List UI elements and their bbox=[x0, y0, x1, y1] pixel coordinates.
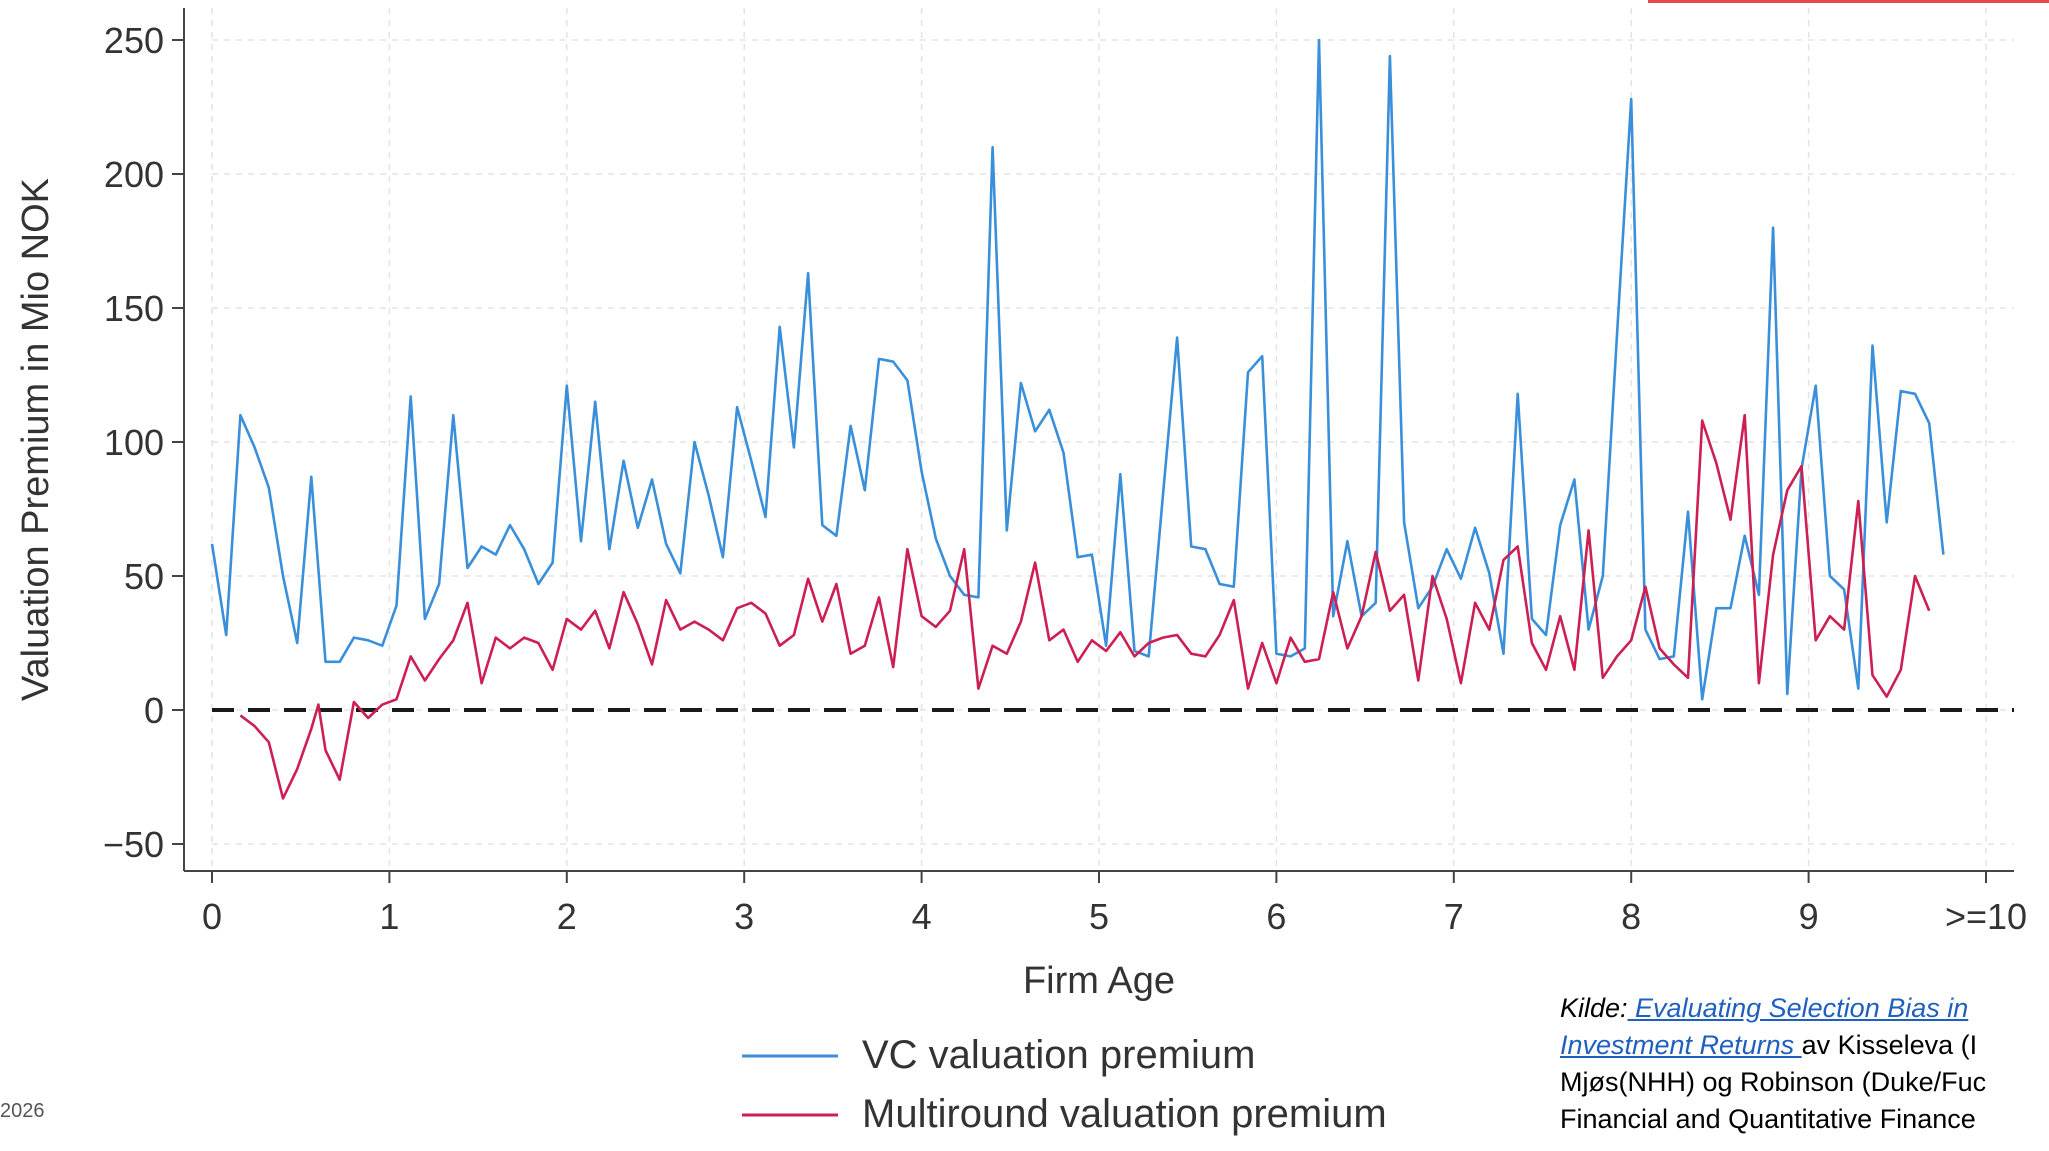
x-tick-label: 3 bbox=[734, 896, 754, 937]
x-tick-label: 9 bbox=[1799, 896, 1819, 937]
x-axis-title: Firm Age bbox=[1023, 960, 1175, 1002]
legend-label: Multiround valuation premium bbox=[862, 1092, 1387, 1136]
y-tick-label: 200 bbox=[104, 154, 164, 195]
y-tick-label: 0 bbox=[144, 690, 164, 731]
y-axis-title: Valuation Premium in Mio NOK bbox=[15, 178, 57, 701]
y-tick-label: 150 bbox=[104, 288, 164, 329]
x-tick-label: 0 bbox=[202, 896, 222, 937]
x-tick-label: 8 bbox=[1621, 896, 1641, 937]
y-tick-label: 100 bbox=[104, 422, 164, 463]
source-authors: av Kisseleva (I bbox=[1801, 1030, 1978, 1060]
source-line-3: Mjøs(NHH) og Robinson (Duke/Fuc bbox=[1560, 1067, 1987, 1097]
source-prefix: Kilde: bbox=[1560, 993, 1628, 1023]
x-tick-label: 6 bbox=[1266, 896, 1286, 937]
tick-labels: −50 0 50 100 150 200 250 0 1 2 3 4 5 6 7 8 9 >=10 bbox=[103, 20, 2027, 937]
source-citation: Kilde: Evaluating Selection Bias in Inve… bbox=[1560, 990, 2049, 1138]
multiround-valuation-premium-line bbox=[239, 413, 1931, 800]
y-tick-label: 50 bbox=[124, 556, 164, 597]
source-line-2: Investment Returns av Kisseleva (I bbox=[1560, 1027, 2049, 1064]
source-line-1: Kilde: Evaluating Selection Bias in bbox=[1560, 990, 2049, 1027]
legend-label: VC valuation premium bbox=[862, 1033, 1256, 1077]
legend: VC valuation premium Multiround valuation… bbox=[742, 1033, 1387, 1136]
source-line-4: Financial and Quantitative Finance bbox=[1560, 1104, 1976, 1134]
x-tick-label: 2 bbox=[557, 896, 577, 937]
y-tick-label: 250 bbox=[104, 20, 164, 61]
footer-year: 2026 bbox=[0, 1100, 45, 1122]
x-tick-label: >=10 bbox=[1945, 896, 2027, 937]
x-tick-label: 1 bbox=[379, 896, 399, 937]
series-lines bbox=[210, 38, 2014, 800]
source-link-part-2[interactable]: Investment Returns bbox=[1560, 1030, 1802, 1060]
grid-lines bbox=[211, 8, 2014, 871]
x-tick-label: 7 bbox=[1444, 896, 1464, 937]
top-accent-bar bbox=[1648, 0, 2049, 3]
y-tick-label: −50 bbox=[103, 824, 164, 865]
x-tick-label: 5 bbox=[1089, 896, 1109, 937]
source-link-part-1[interactable]: Evaluating Selection Bias in bbox=[1627, 993, 1969, 1023]
x-tick-label: 4 bbox=[912, 896, 932, 937]
vc-valuation-premium-line bbox=[210, 38, 1945, 701]
